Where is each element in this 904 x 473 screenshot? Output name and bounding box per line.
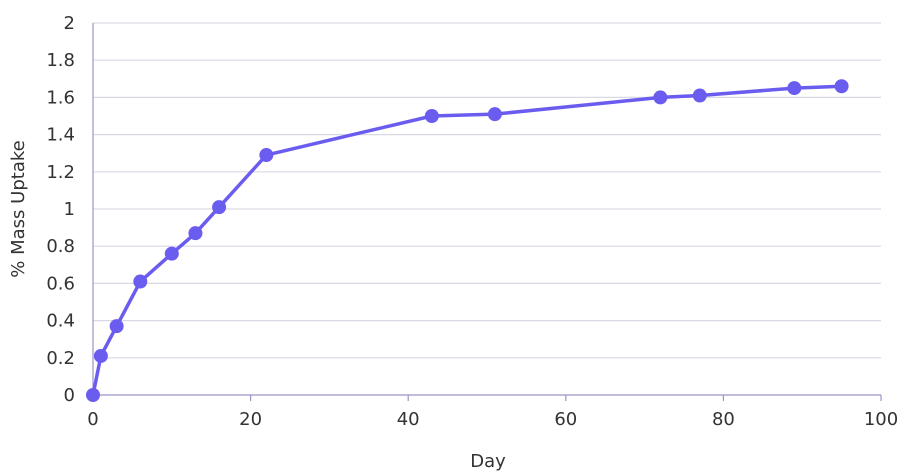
data-point[interactable] — [109, 319, 124, 334]
y-tick-label: 2 — [64, 13, 75, 34]
x-tick-label: 20 — [239, 409, 262, 430]
y-tick-label: 0.4 — [46, 311, 75, 332]
x-tick-label: 40 — [397, 409, 420, 430]
y-tick-label: 1.8 — [46, 50, 75, 71]
data-point[interactable] — [133, 274, 148, 289]
data-point[interactable] — [188, 226, 203, 241]
y-tick-label: 1.4 — [46, 125, 75, 146]
series — [86, 79, 849, 402]
x-tick-label: 60 — [554, 409, 577, 430]
y-axis-title: % Mass Uptake — [8, 140, 29, 277]
x-axis-title: Day — [470, 451, 506, 472]
x-tick-label: 100 — [864, 409, 898, 430]
y-tick-label: 0 — [64, 385, 75, 406]
data-point[interactable] — [653, 90, 668, 105]
y-tick-label: 0.8 — [46, 236, 75, 257]
x-tick-label: 80 — [712, 409, 735, 430]
data-point[interactable] — [259, 148, 274, 163]
y-tick-label: 1 — [64, 199, 75, 220]
data-point[interactable] — [424, 109, 439, 123]
y-tick-label: 0.6 — [46, 273, 75, 294]
x-tick-labels: 0 20 40 60 80 100 — [87, 409, 898, 430]
gridlines — [93, 22, 881, 359]
data-point[interactable] — [164, 246, 179, 261]
y-tick-labels: 0 0.2 0.4 0.6 0.8 1 1.2 1.4 1.6 1.8 2 — [46, 13, 75, 406]
data-point[interactable] — [86, 388, 100, 402]
y-tick-label: 0.2 — [46, 348, 75, 369]
data-point[interactable] — [487, 107, 502, 122]
x-tick-label: 0 — [87, 409, 98, 430]
data-point[interactable] — [834, 79, 849, 94]
y-tick-label: 1.2 — [46, 162, 75, 183]
y-tick-label: 1.6 — [46, 87, 75, 108]
series-line — [91, 84, 844, 397]
data-point[interactable] — [692, 88, 707, 103]
axes — [92, 23, 882, 401]
data-point[interactable] — [212, 200, 227, 215]
data-point[interactable] — [93, 348, 108, 363]
data-point[interactable] — [787, 81, 802, 96]
